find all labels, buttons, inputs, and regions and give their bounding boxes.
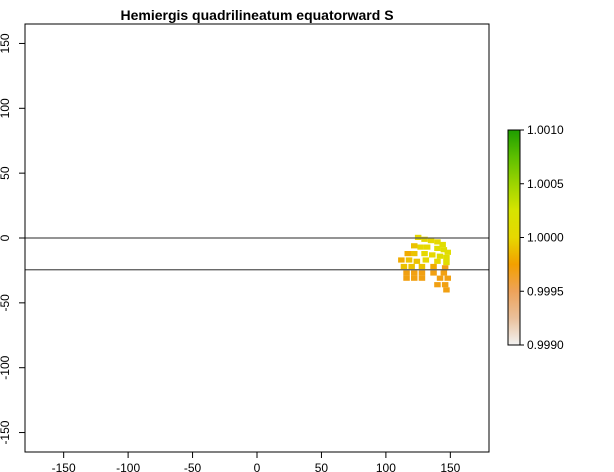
y-tick-label: 0 [0,234,12,241]
chart-title: Hemiergis quadrilineatum equatorward S [120,7,393,23]
heatmap-cell [423,244,431,250]
heatmap-cell [434,282,441,288]
x-tick-label: -50 [184,461,202,472]
heatmap-cell [403,270,410,276]
heatmap-cell [443,260,450,266]
legend-tick-label: 1.0005 [527,177,564,191]
heatmap-cell [411,243,418,249]
heatmap-cell [400,263,408,270]
heatmap-cell [430,270,437,276]
heatmap-cell [440,270,448,276]
heatmap-cells [398,234,451,293]
heatmap-cell [404,251,411,257]
heatmap-cell [444,249,451,255]
heatmap-cell [418,270,426,276]
heatmap-cell [403,275,410,281]
heatmap-cell [443,287,450,293]
heatmap-cell [429,252,436,258]
y-tick-label: -100 [0,355,12,379]
heatmap-cell [439,241,446,248]
heatmap-cell [413,258,421,264]
heatmap-cell [408,263,415,270]
heatmap-cell [441,265,449,271]
y-tick-label: 150 [0,33,12,53]
heatmap-cell [444,275,451,281]
heatmap-cell [398,257,405,263]
heatmap-cell [422,257,430,263]
heatmap-cell [411,251,418,257]
heatmap-cell [434,245,441,251]
heatmap-cell [430,263,437,270]
heatmap-cell [434,239,441,245]
x-tick-label: 50 [315,461,329,472]
x-tick-label: 0 [254,461,261,472]
legend-tick-label: 1.0000 [527,231,564,245]
heatmap-cell [421,251,428,257]
heatmap-cell [418,275,426,281]
heatmap-cell [411,270,418,276]
axes: -150 -100 -50 0 50 100 150 150 100 50 0 -50 -100 -150 [0,33,461,472]
heatmap-cell [421,236,428,242]
heatmap-cell [441,282,449,288]
legend-tick-label: 0.9990 [527,338,564,352]
x-tick-label: -100 [116,461,140,472]
legend-colorbar [507,129,521,346]
heatmap-cell [443,254,450,261]
x-tick-label: 150 [440,461,460,472]
heatmap-cell [436,275,444,281]
color-legend: 1.0010 1.0005 1.0000 0.9995 0.9990 [507,123,564,352]
heatmap-cell [434,258,441,264]
heatmap-cell [436,253,444,259]
heatmap-cell [427,238,435,244]
heatmap-cell [417,244,424,250]
x-tick-label: 100 [376,461,396,472]
legend-tick-label: 1.0010 [527,123,564,137]
y-tick-label: -150 [0,420,12,444]
legend-tick-label: 0.9995 [527,284,564,298]
heatmap-cell [411,275,418,281]
y-tick-label: -50 [0,294,12,312]
reference-lines [25,237,489,271]
y-tick-label: 100 [0,98,12,118]
heatmap-cell [405,257,413,263]
y-tick-label: 50 [0,166,12,180]
plot-frame [24,23,490,453]
heatmap-cell [440,247,448,253]
heatmap-cell [418,263,426,270]
x-tick-label: -150 [52,461,76,472]
